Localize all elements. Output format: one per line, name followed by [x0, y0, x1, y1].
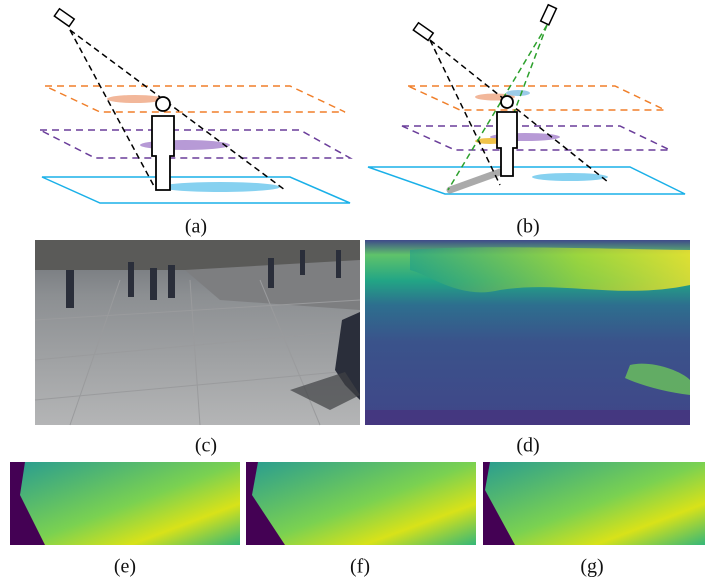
panel-b [368, 5, 685, 194]
panel-d [365, 240, 690, 425]
panel-label: (g) [580, 556, 603, 578]
panel-label: (c) [195, 435, 217, 457]
panel-c [35, 240, 360, 425]
figure: (a) (b) [0, 0, 707, 581]
panel-label: (b) [516, 216, 539, 238]
panel-e [10, 462, 240, 545]
panel-label: (d) [516, 435, 539, 457]
panel-g [483, 462, 705, 545]
panel-label: (f) [350, 556, 370, 578]
panel-f [246, 462, 476, 545]
panel-a [40, 9, 350, 203]
panel-label: (e) [114, 556, 136, 578]
panel-label: (a) [185, 216, 207, 238]
